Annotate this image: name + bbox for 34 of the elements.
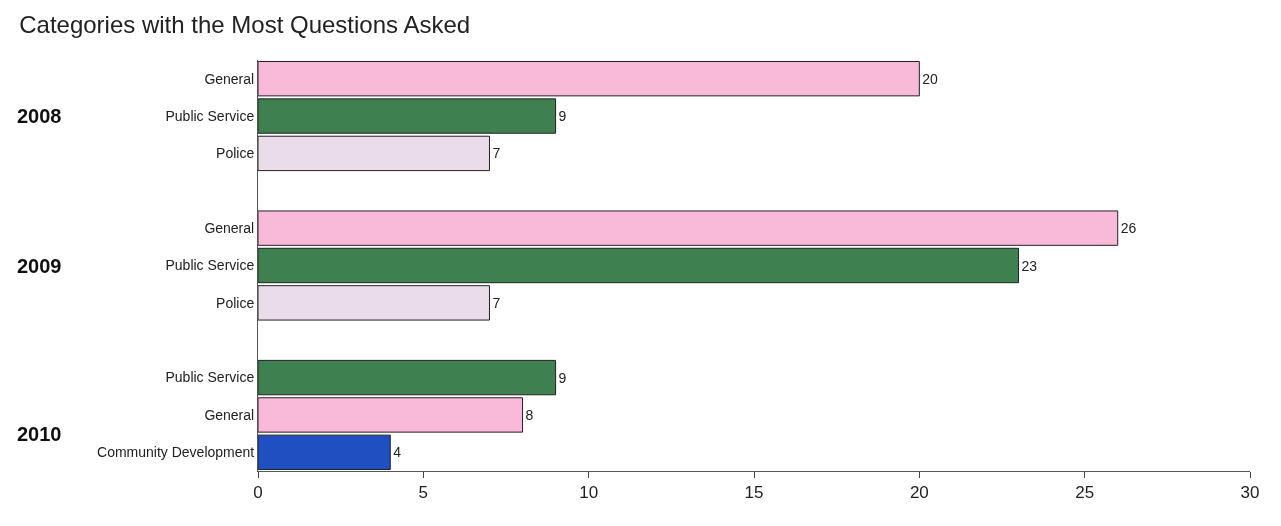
bar xyxy=(258,210,1119,246)
y-tick-label: General xyxy=(204,70,255,87)
y-tick-label: Public Service xyxy=(165,257,255,274)
chart-title: Categories with the Most Questions Asked xyxy=(19,10,471,38)
data-label: 8 xyxy=(525,406,534,423)
y-tick-label: Police xyxy=(216,294,255,311)
x-tick-label: 25 xyxy=(1075,483,1095,503)
y-tick-label: Police xyxy=(216,145,255,162)
x-tick-label: 20 xyxy=(909,483,929,503)
data-label: 26 xyxy=(1120,220,1137,237)
text: 2009 xyxy=(17,255,62,277)
data-label: 7 xyxy=(492,145,501,162)
bar xyxy=(258,135,490,172)
text: 2008 xyxy=(17,105,62,127)
bar xyxy=(258,285,490,321)
data-label: 4 xyxy=(393,444,402,461)
y-tick-label: Community Development xyxy=(97,444,255,461)
data-label: 20 xyxy=(922,70,939,87)
y-tick-label: General xyxy=(204,406,255,423)
data-label: 7 xyxy=(492,294,501,311)
data-label: 9 xyxy=(558,108,567,125)
x-tick-label: 10 xyxy=(579,483,599,503)
x-tick-label: 0 xyxy=(253,483,263,503)
bar xyxy=(258,359,557,396)
data-label: 9 xyxy=(558,369,567,386)
y-tick-label: Public Service xyxy=(165,369,255,386)
y-tick-label: Public Service xyxy=(165,107,255,124)
text: 2010 xyxy=(17,423,62,445)
data-label: 23 xyxy=(1021,257,1038,274)
x-tick-label: 5 xyxy=(418,483,429,503)
x-tick-label: 15 xyxy=(744,483,764,503)
bar xyxy=(258,247,1020,284)
y-tick-label: General xyxy=(204,220,255,237)
x-tick-label: 30 xyxy=(1240,483,1260,503)
